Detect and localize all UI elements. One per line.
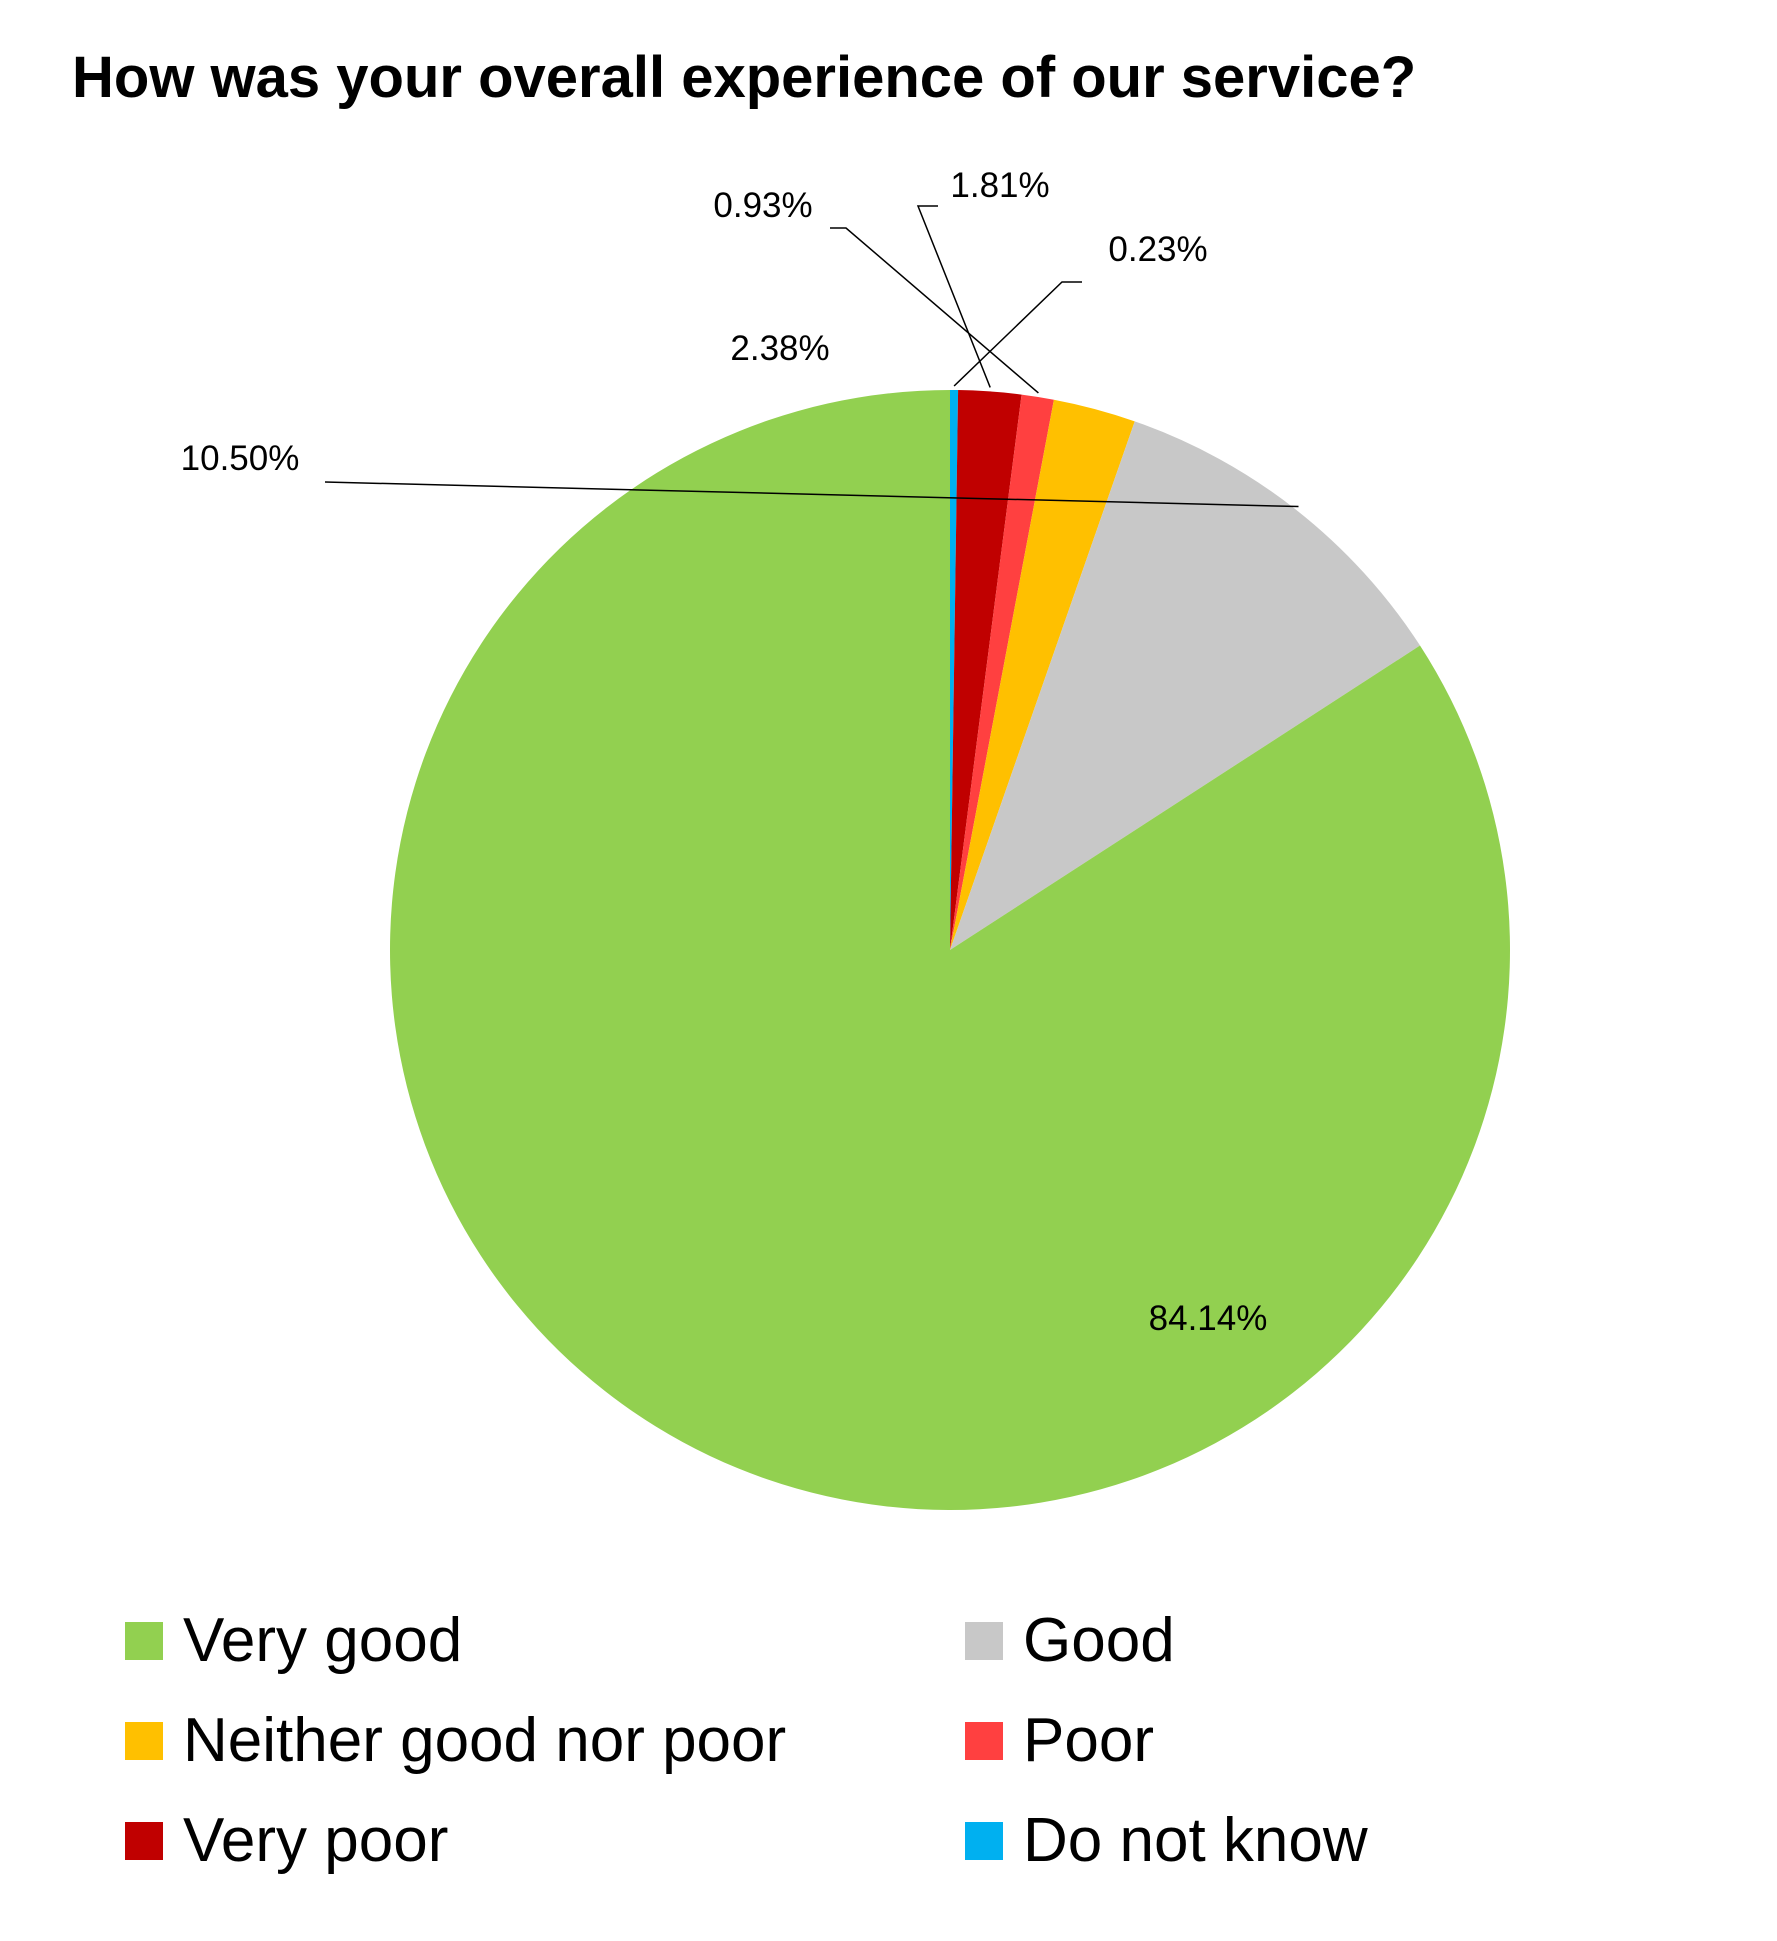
leader-line-poor	[830, 227, 1039, 394]
pie-slice-good	[950, 421, 1421, 950]
data-label-neither-good-nor-poor: 2.38%	[730, 329, 829, 368]
legend-label: Very poor	[183, 1806, 449, 1875]
leader-line-very-poor	[916, 205, 991, 388]
pie-slice-do-not-know	[950, 390, 959, 950]
legend-swatch	[965, 1621, 1003, 1660]
chart-title: How was your overall experience of our s…	[72, 45, 1417, 110]
leader-line-good	[324, 481, 1299, 508]
legend-label: Neither good nor poor	[183, 1706, 787, 1775]
legend-item-poor: Poor	[965, 1705, 1154, 1776]
pie-slice-neither-good-nor-poor	[950, 399, 1135, 951]
data-label-do-not-know: 0.23%	[1108, 230, 1207, 269]
legend-item-good: Good	[965, 1605, 1175, 1676]
pie-slice-very-poor	[950, 390, 1022, 950]
legend-item-very-good: Very good	[125, 1605, 462, 1676]
pie-slice-very-good	[390, 390, 1511, 1510]
data-label-very-poor: 1.81%	[950, 166, 1049, 205]
legend-item-neither-good-nor-poor: Neither good nor poor	[125, 1705, 786, 1776]
leader-line-do-not-know	[953, 281, 1082, 387]
legend-label: Good	[1023, 1606, 1175, 1675]
legend-swatch	[965, 1721, 1003, 1760]
data-label-poor: 0.93%	[713, 186, 812, 225]
legend-swatch	[965, 1821, 1003, 1860]
legend-label: Poor	[1023, 1706, 1154, 1775]
pie-slice-poor	[950, 394, 1054, 950]
legend-item-very-poor: Very poor	[125, 1805, 448, 1876]
legend-swatch	[125, 1621, 163, 1660]
legend-swatch	[125, 1821, 163, 1860]
legend-label: Very good	[183, 1606, 463, 1675]
legend-swatch	[125, 1721, 163, 1760]
data-label-good: 10.50%	[181, 439, 300, 478]
legend-label: Do not know	[1023, 1806, 1368, 1875]
legend-item-do-not-know: Do not know	[965, 1805, 1368, 1876]
data-label-very-good: 84.14%	[1149, 1299, 1268, 1338]
